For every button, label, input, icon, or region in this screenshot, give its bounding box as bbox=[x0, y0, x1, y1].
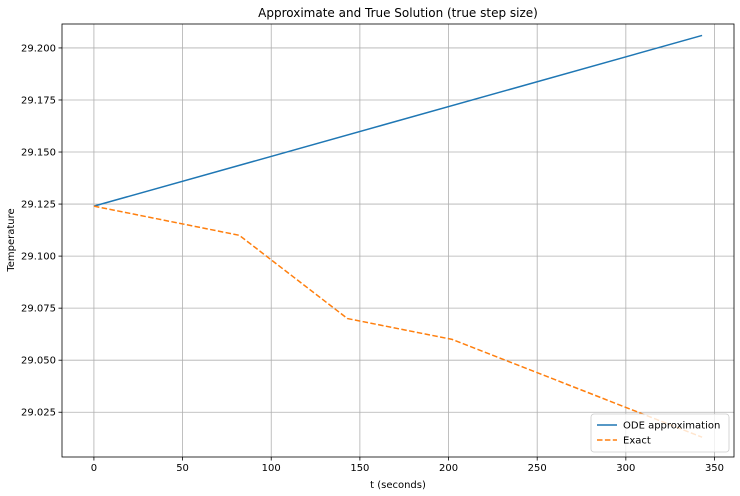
chart-title: Approximate and True Solution (true step… bbox=[258, 6, 538, 20]
x-tick-label: 0 bbox=[91, 463, 97, 474]
x-tick-label: 200 bbox=[439, 463, 458, 474]
y-tick-label: 29.150 bbox=[21, 148, 56, 159]
x-tick-label: 350 bbox=[705, 463, 724, 474]
gridlines bbox=[62, 24, 734, 457]
y-tick-label: 29.100 bbox=[21, 252, 56, 263]
x-axis-label: t (seconds) bbox=[370, 480, 426, 491]
series-line-exact bbox=[93, 205, 703, 438]
y-tick-label: 29.025 bbox=[21, 408, 56, 419]
y-tick-label: 29.175 bbox=[21, 95, 56, 106]
legend: ODE approximation Exact bbox=[590, 413, 730, 453]
series-line-ode-approximation bbox=[93, 34, 703, 207]
y-tick-label: 29.200 bbox=[21, 43, 56, 54]
legend-box bbox=[590, 413, 730, 453]
y-tick-label: 29.050 bbox=[21, 356, 56, 367]
x-tick-label: 50 bbox=[176, 463, 189, 474]
plot-area bbox=[61, 23, 735, 458]
legend-label: ODE approximation bbox=[623, 421, 720, 432]
x-tick-label: 150 bbox=[350, 463, 369, 474]
y-tick-label: 29.075 bbox=[21, 304, 56, 315]
x-tick-label: 300 bbox=[616, 463, 635, 474]
y-tick-label: 29.125 bbox=[21, 200, 56, 211]
y-axis-label: Temperature bbox=[6, 208, 17, 272]
x-tick-label: 250 bbox=[528, 463, 547, 474]
y-axis: 29.025 29.050 29.075 29.100 29.125 29.150 29.1… bbox=[21, 43, 62, 419]
plot-background bbox=[62, 24, 734, 457]
plot-frame bbox=[61, 23, 735, 458]
legend-label: Exact bbox=[623, 436, 651, 447]
series-layer bbox=[93, 34, 703, 438]
x-axis: 0 50 100 150 200 250 300 350 bbox=[91, 457, 724, 474]
x-tick-label: 100 bbox=[262, 463, 281, 474]
